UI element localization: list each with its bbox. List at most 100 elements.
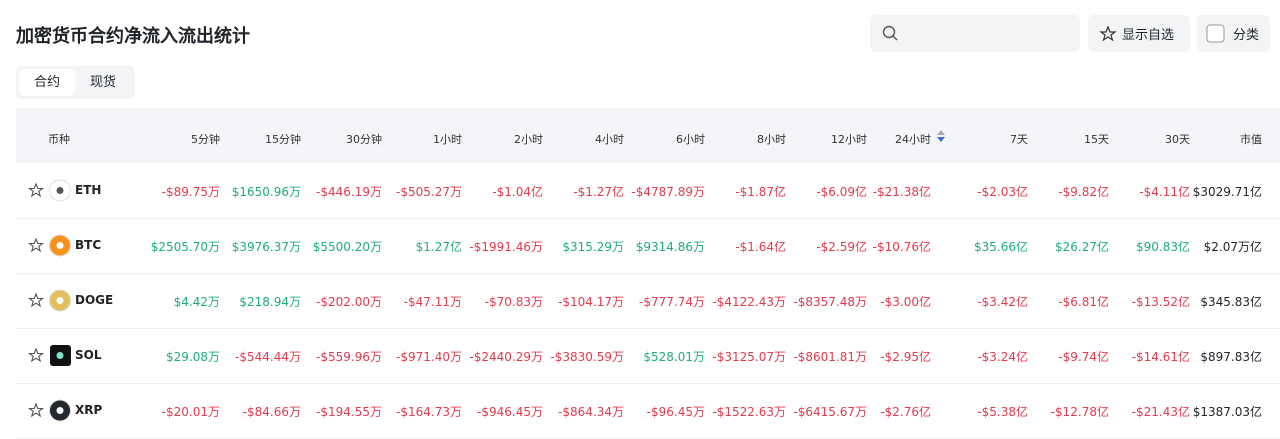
table-cell: -$1522.63万 xyxy=(712,405,786,419)
table-cell: -$4122.43万 xyxy=(712,295,786,309)
coin-icons xyxy=(27,234,71,257)
table-cell: -$8601.81万 xyxy=(793,350,867,364)
button-label: 显示自选 xyxy=(1122,28,1175,43)
table-cell: -$446.19万 xyxy=(316,185,382,199)
table-cell: -$2.59亿 xyxy=(816,240,867,254)
column-header: 币种 xyxy=(48,133,70,146)
column-header: 市值 xyxy=(1240,133,1262,146)
table-row: SOL $29.08万 -$544.44万 -$559.96万 -$971.40万 -$2… xyxy=(16,328,1280,384)
column-header: 2小时 xyxy=(514,133,543,146)
column-header: 6小时 xyxy=(676,133,705,146)
table-cell: -$1991.46万 xyxy=(469,240,543,254)
column-header: 24小时 xyxy=(895,133,931,146)
table-cell: -$9.82亿 xyxy=(1058,185,1109,199)
table-cell: -$194.55万 xyxy=(316,405,382,419)
column-header: 12小时 xyxy=(831,133,867,146)
table-cell: -$1.87亿 xyxy=(735,185,786,199)
table-cell: -$3.42亿 xyxy=(977,295,1028,309)
table-cell: -$12.78亿 xyxy=(1050,405,1109,419)
coin-icons xyxy=(27,345,71,366)
table-row: XRP -$20.01万 -$84.66万 -$194.55万 -$164.73万 -$9… xyxy=(16,383,1280,439)
table-cell: $528.01万 xyxy=(643,350,705,364)
table-cell: -$9.74亿 xyxy=(1058,350,1109,364)
table-cell: -$2.95亿 xyxy=(880,350,931,364)
table-cell: $3976.37万 xyxy=(231,240,301,254)
table-cell: -$559.96万 xyxy=(316,350,382,364)
tab[interactable]: 现货 xyxy=(89,75,116,90)
sort-icon[interactable] xyxy=(936,129,946,143)
table-cell: $9314.86万 xyxy=(635,240,705,254)
table-cell: -$10.76亿 xyxy=(872,240,931,254)
table-cell: -$21.38亿 xyxy=(872,185,931,199)
table-cell: -$89.75万 xyxy=(161,185,220,199)
table-cell: -$104.17万 xyxy=(558,295,624,309)
column-header: 7天 xyxy=(1010,133,1028,146)
table-cell: -$2.03亿 xyxy=(977,185,1028,199)
table-cell: -$20.01万 xyxy=(161,405,220,419)
table-cell: $1387.03亿 xyxy=(1192,405,1262,419)
category-button[interactable]: 分类 xyxy=(1197,15,1270,52)
table-cell: -$8357.48万 xyxy=(793,295,867,309)
button-label: 分类 xyxy=(1233,28,1260,43)
checkbox xyxy=(1206,24,1225,43)
column-header: 30天 xyxy=(1165,133,1190,146)
table-cell: -$4787.89万 xyxy=(631,185,705,199)
table-header: 币种 5分钟 15分钟 30分钟 1小时 2小时 4小时 6小时 8小时 12小时 24小时 7天 15… xyxy=(16,108,1280,163)
table-cell: -$96.45万 xyxy=(646,405,705,419)
table-cell: -$946.45万 xyxy=(477,405,543,419)
coin-name: ETH xyxy=(75,183,102,197)
table-cell: -$1.64亿 xyxy=(735,240,786,254)
table-cell: -$505.27万 xyxy=(396,185,462,199)
table-cell: $35.66亿 xyxy=(974,240,1028,254)
table-cell: -$3.00亿 xyxy=(880,295,931,309)
tab-bar: 合约 现货 xyxy=(16,66,135,99)
page-title: 加密货币合约净流入流出统计 xyxy=(16,26,250,47)
table-cell: -$5.38亿 xyxy=(977,405,1028,419)
coin-icons xyxy=(27,289,71,312)
column-header: 5分钟 xyxy=(191,133,220,146)
table-cell: $897.83亿 xyxy=(1200,350,1262,364)
table-cell: $5500.20万 xyxy=(312,240,382,254)
table-cell: $1650.96万 xyxy=(231,185,301,199)
table-cell: -$3830.59万 xyxy=(550,350,624,364)
column-header: 15分钟 xyxy=(265,133,301,146)
table-cell: -$777.74万 xyxy=(639,295,705,309)
column-header: 1小时 xyxy=(433,133,462,146)
table-cell: $218.94万 xyxy=(239,295,301,309)
table-cell: -$2.76亿 xyxy=(880,405,931,419)
table-cell: $2505.70万 xyxy=(150,240,220,254)
table-cell: -$3125.07万 xyxy=(712,350,786,364)
coin-name: DOGE xyxy=(75,293,114,307)
watchlist-button[interactable]: 显示自选 xyxy=(1088,15,1190,52)
column-header: 15天 xyxy=(1084,133,1109,146)
table-cell: $26.27亿 xyxy=(1055,240,1109,254)
table-cell: -$70.83万 xyxy=(484,295,543,309)
table-cell: -$13.52亿 xyxy=(1131,295,1190,309)
table-cell: -$3.24亿 xyxy=(977,350,1028,364)
table-cell: -$202.00万 xyxy=(316,295,382,309)
tab-active[interactable]: 合约 xyxy=(19,69,75,96)
star-icon xyxy=(1099,25,1117,42)
coin-name: BTC xyxy=(75,238,102,252)
table-cell: -$6415.67万 xyxy=(793,405,867,419)
table-cell: $315.29万 xyxy=(562,240,624,254)
table-cell: -$2440.29万 xyxy=(469,350,543,364)
table-cell: $90.83亿 xyxy=(1136,240,1190,254)
search-box[interactable] xyxy=(870,15,1080,52)
table-cell: -$14.61亿 xyxy=(1131,350,1190,364)
table-cell: -$971.40万 xyxy=(396,350,462,364)
table-cell: $2.07万亿 xyxy=(1203,240,1262,254)
table-cell: $345.83亿 xyxy=(1200,295,1262,309)
table-cell: -$1.04亿 xyxy=(492,185,543,199)
table-cell: -$544.44万 xyxy=(235,350,301,364)
table-cell: $1.27亿 xyxy=(415,240,462,254)
table-cell: -$6.09亿 xyxy=(816,185,867,199)
table-cell: $4.42万 xyxy=(173,295,220,309)
table-row: DOGE $4.42万 $218.94万 -$202.00万 -$47.11万 -$70.… xyxy=(16,273,1280,329)
table-cell: -$84.66万 xyxy=(242,405,301,419)
table-row: ETH -$89.75万 $1650.96万 -$446.19万 -$505.27万 -$… xyxy=(16,163,1280,219)
table-cell: -$864.34万 xyxy=(558,405,624,419)
table-cell: $29.08万 xyxy=(166,350,220,364)
table-cell: -$164.73万 xyxy=(396,405,462,419)
